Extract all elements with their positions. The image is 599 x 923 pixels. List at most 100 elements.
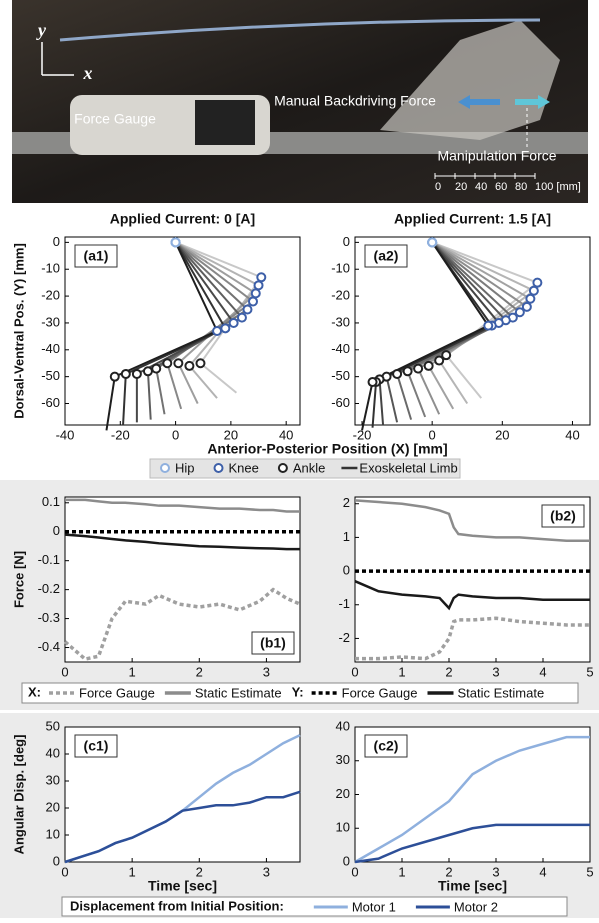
chart: 0 10 20 30 40 50 0 1 2 3 Angular Disp. [deg] Time [… bbox=[11, 718, 301, 894]
series-line bbox=[64, 533, 300, 551]
legend-box bbox=[21, 682, 579, 704]
y-tick-label: -10 bbox=[331, 261, 350, 276]
x-tick-label: 2 bbox=[196, 864, 203, 879]
x-tick-label: -40 bbox=[56, 427, 75, 442]
legend-label: Motor 1 bbox=[352, 899, 396, 914]
legend-label: Knee bbox=[229, 460, 259, 475]
x-tick-label: 0 bbox=[61, 864, 68, 879]
joint bbox=[256, 272, 267, 283]
legend-label: Force Gauge bbox=[79, 685, 155, 700]
limb bbox=[371, 241, 494, 428]
plot bbox=[354, 735, 590, 864]
x-tick-label: 0 bbox=[61, 664, 68, 679]
legend-group-label: X: bbox=[28, 684, 41, 699]
chart: 0 -10 -20 -30 -40 -50 -60 -20 0 20 40 Applied Curre… bbox=[331, 211, 591, 442]
joint bbox=[250, 288, 261, 299]
joint bbox=[528, 285, 539, 296]
panel-label: (a1) bbox=[84, 248, 109, 264]
legend-label: Ankle bbox=[293, 460, 326, 475]
plot bbox=[354, 499, 590, 661]
series-line bbox=[64, 790, 301, 864]
joint bbox=[142, 366, 153, 377]
x-tick-label: 2 bbox=[445, 864, 452, 879]
limb bbox=[166, 241, 255, 410]
y-tick-label: 0 bbox=[53, 234, 60, 249]
joint bbox=[423, 360, 434, 371]
x-tick-label: 0 bbox=[172, 427, 179, 442]
chart-title: Applied Current: 1.5 [A] bbox=[394, 211, 551, 227]
panel-label: (b1) bbox=[260, 635, 286, 651]
y-tick-label: 0 bbox=[343, 234, 350, 249]
y-tick-label: 0.1 bbox=[42, 494, 60, 509]
joint bbox=[184, 360, 195, 371]
photo: y x Force Gauge Manual Backdriving Force… bbox=[12, 0, 588, 203]
y-tick-label: -10 bbox=[41, 261, 60, 276]
series-line bbox=[65, 498, 300, 513]
plot-area bbox=[354, 236, 591, 426]
limb bbox=[135, 241, 236, 423]
x-tick-label: 20 bbox=[224, 427, 238, 442]
chart: 2 1 0 -1 -2 0 1 2 3 4 5 (b2) bbox=[338, 495, 593, 679]
panel-label-box bbox=[74, 244, 118, 268]
x-tick-label: 4 bbox=[539, 864, 546, 879]
joint bbox=[483, 320, 494, 331]
y-tick-label: -50 bbox=[41, 368, 60, 383]
limb-device bbox=[380, 20, 560, 140]
x-tick-label: 5 bbox=[586, 664, 593, 679]
joint bbox=[236, 312, 247, 323]
series-line bbox=[63, 587, 301, 661]
joint bbox=[131, 368, 142, 379]
legend-marker bbox=[213, 463, 224, 473]
y-tick-label: -1 bbox=[338, 596, 350, 611]
limb bbox=[361, 241, 490, 431]
x-tick-label: -20 bbox=[353, 427, 372, 442]
x-tick-label: 3 bbox=[492, 664, 499, 679]
y-tick-label: -20 bbox=[331, 288, 350, 303]
axis-y-label: y bbox=[36, 20, 47, 40]
y-tick-label: 30 bbox=[46, 772, 60, 787]
x-tick-label: 0 bbox=[351, 864, 358, 879]
joint bbox=[413, 363, 424, 374]
legend-group-label: Y: bbox=[292, 684, 304, 699]
y-tick-label: 0 bbox=[53, 523, 60, 538]
chart-title: Applied Current: 0 [A] bbox=[110, 211, 255, 227]
limb bbox=[105, 241, 219, 431]
y-tick-label: -60 bbox=[41, 395, 60, 410]
joint bbox=[427, 237, 438, 248]
y-axis-label: Angular Disp. [deg] bbox=[11, 735, 26, 855]
y-tick-label: 20 bbox=[46, 799, 60, 814]
plot bbox=[361, 237, 543, 431]
chart: 0 -10 -20 -30 -40 -50 -60 -40 -20 0 20 40 Applied Cu… bbox=[11, 211, 447, 457]
y-tick-label: -30 bbox=[41, 314, 60, 329]
y-tick-label: 50 bbox=[46, 718, 60, 733]
y-tick-label: -40 bbox=[41, 341, 60, 356]
backdriving-arrow bbox=[458, 95, 500, 109]
plot bbox=[64, 733, 301, 864]
series-line bbox=[355, 616, 590, 661]
force-gauge-label: Force Gauge bbox=[74, 111, 156, 127]
y-tick-label: 0 bbox=[343, 853, 350, 868]
y-tick-label: -40 bbox=[331, 341, 350, 356]
tube bbox=[59, 18, 541, 42]
y-tick-label: -50 bbox=[331, 368, 350, 383]
y-tick-label: -0.3 bbox=[38, 610, 60, 625]
chart: 0 10 20 30 40 0 1 2 3 4 5 Time [sec] (c2) bbox=[336, 718, 594, 893]
joint bbox=[195, 358, 206, 369]
x-axis-label: Anterior-Posterior Position (X) [mm] bbox=[207, 441, 447, 457]
y-tick-label: -2 bbox=[338, 630, 350, 645]
gauge-display bbox=[195, 100, 255, 145]
plot bbox=[63, 498, 301, 661]
x-axis-label: Time [sec] bbox=[148, 878, 217, 894]
y-tick-label: 40 bbox=[336, 718, 350, 733]
joint bbox=[253, 280, 264, 291]
legends: Hip Knee Ankle Exoskeletal Limb X: Force Gaug… bbox=[21, 458, 579, 917]
panel-label-box bbox=[541, 504, 585, 528]
y-tick-label: 40 bbox=[46, 745, 60, 760]
series-line bbox=[354, 823, 590, 864]
x-tick-label: 1 bbox=[129, 664, 136, 679]
joint bbox=[402, 366, 413, 377]
y-tick-label: -0.1 bbox=[38, 552, 60, 567]
y-tick-label: 10 bbox=[336, 820, 350, 835]
panel-label: (a2) bbox=[374, 248, 399, 264]
